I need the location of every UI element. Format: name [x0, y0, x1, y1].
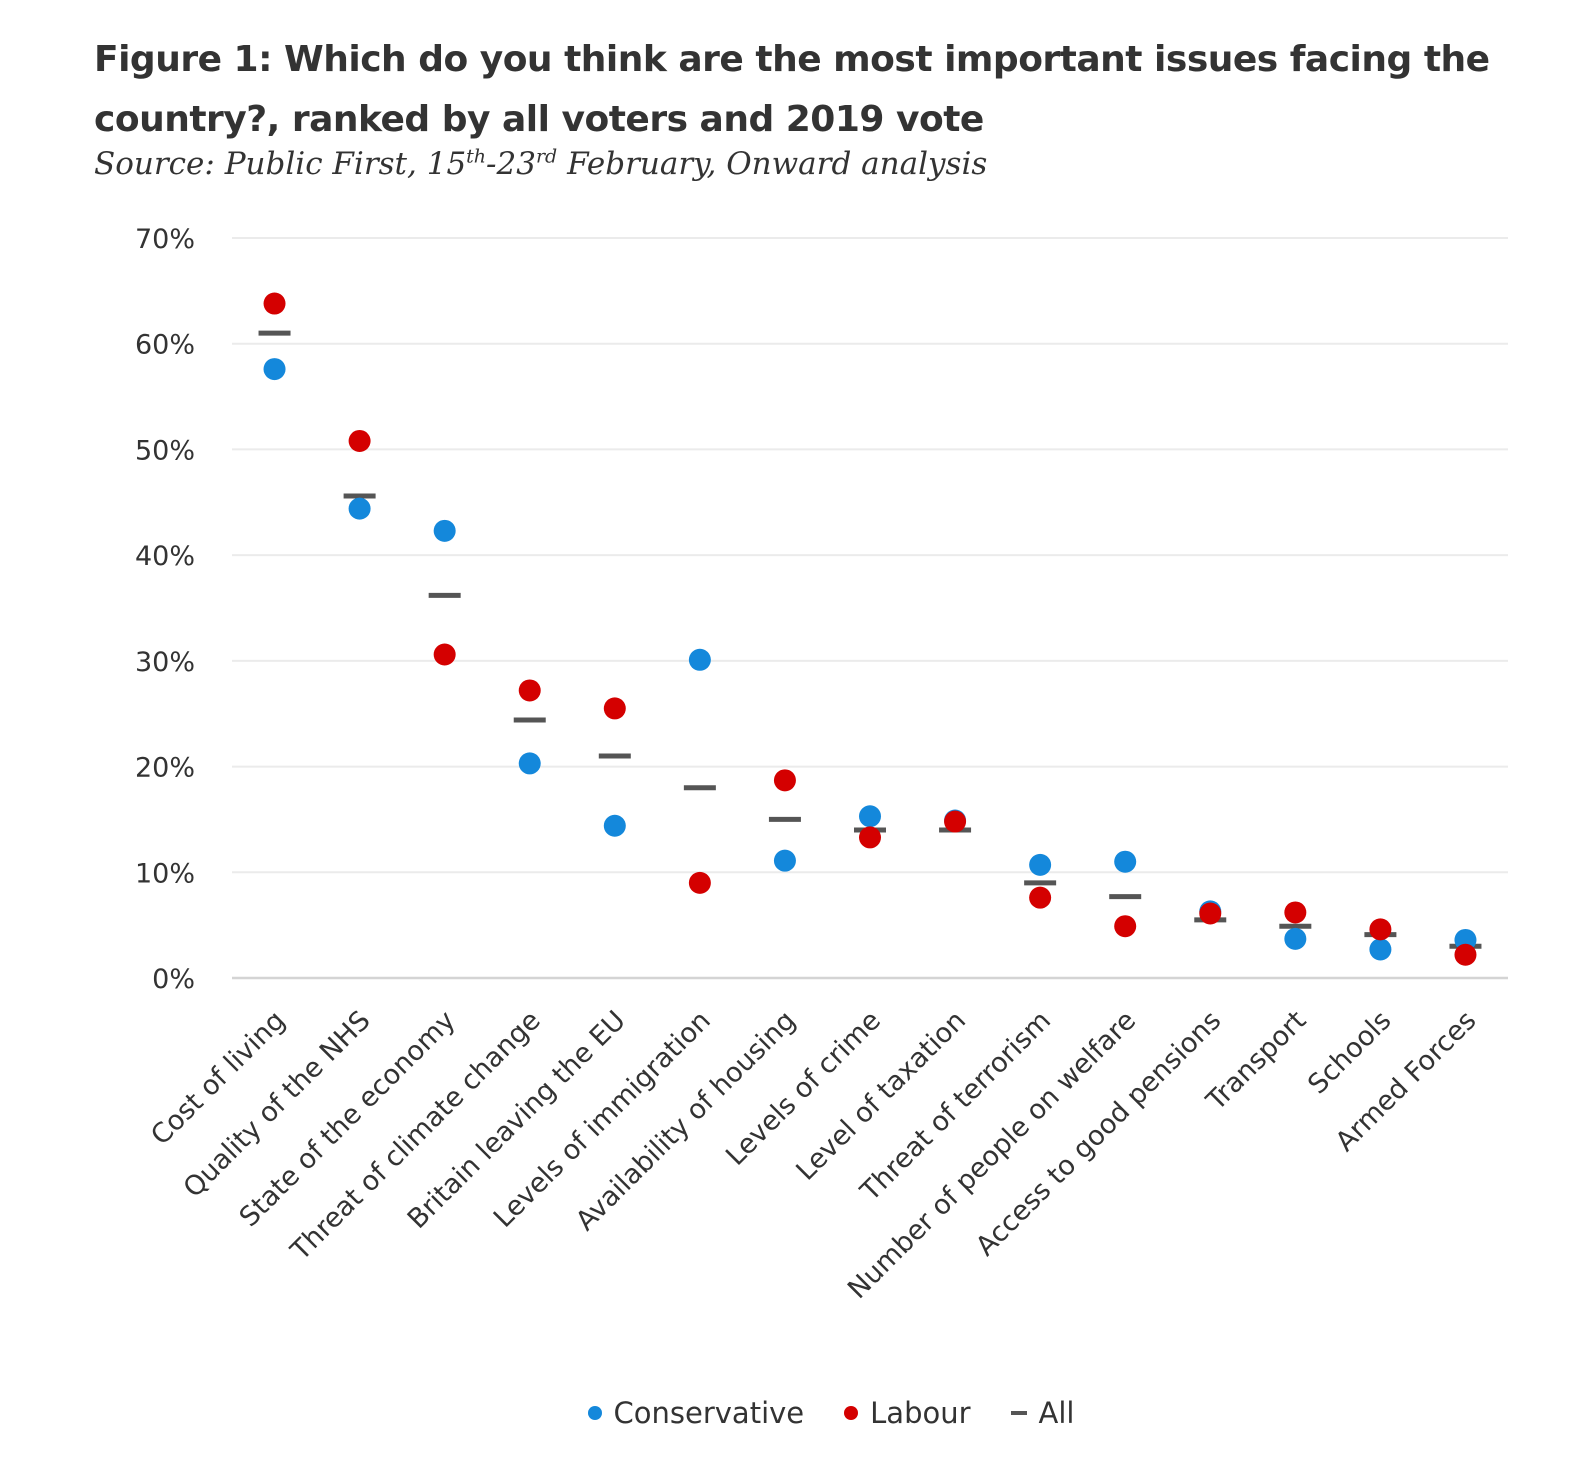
conservative-dot-mark[interactable]	[518, 752, 541, 775]
labour-dot-mark[interactable]	[1114, 915, 1137, 938]
conservative-dot-mark[interactable]	[773, 849, 796, 872]
legend-item-conservative[interactable]: Conservative	[587, 1396, 805, 1430]
legend-label-conservative: Conservative	[613, 1396, 805, 1430]
legend-label-labour: Labour	[870, 1396, 971, 1430]
y-tick-label-70: 70%	[135, 224, 195, 255]
data-marks	[258, 292, 1482, 966]
conservative-dot-mark[interactable]	[1114, 850, 1137, 873]
scatter-chart: 0% 10% 20% 30% 40% 50% 60% 70% Cost of livingQu…	[135, 224, 1508, 1305]
y-axis-tick-labels: 0% 10% 20% 30% 40% 50% 60% 70%	[135, 224, 195, 995]
chart-header: Figure 1: Which do you think are the mos…	[94, 30, 1534, 184]
conservative-dot-mark[interactable]	[1029, 853, 1052, 876]
labour-dot-mark[interactable]	[1199, 902, 1222, 925]
labour-dot-icon	[844, 1406, 859, 1420]
y-tick-label-50: 50%	[135, 435, 195, 466]
source-text-start: Source: Public First, 15	[94, 146, 467, 182]
y-tick-label-20: 20%	[135, 753, 195, 784]
source-sup-th: th	[466, 145, 487, 168]
y-tick-label-40: 40%	[135, 541, 195, 572]
conservative-dot-mark[interactable]	[263, 358, 286, 381]
conservative-dot-icon	[587, 1406, 602, 1420]
legend-item-labour[interactable]: Labour	[844, 1396, 971, 1430]
conservative-dot-mark[interactable]	[348, 497, 371, 520]
y-tick-label-10: 10%	[135, 858, 195, 889]
source-text-mid: -23	[486, 146, 536, 182]
y-tick-label-30: 30%	[135, 647, 195, 678]
labour-dot-mark[interactable]	[1454, 943, 1477, 966]
conservative-dot-mark[interactable]	[603, 814, 626, 837]
labour-dot-mark[interactable]	[944, 810, 967, 833]
labour-dot-mark[interactable]	[348, 429, 371, 452]
chart-legend: Conservative Labour All	[0, 1396, 1572, 1430]
legend-label-all: All	[1038, 1396, 1075, 1430]
labour-dot-mark[interactable]	[433, 643, 456, 666]
gridlines	[232, 237, 1508, 980]
labour-dot-mark[interactable]	[859, 826, 881, 849]
chart-title: Figure 1: Which do you think are the mos…	[94, 39, 1490, 140]
conservative-dot-mark[interactable]	[433, 519, 456, 542]
conservative-dot-mark[interactable]	[859, 805, 881, 828]
conservative-dot-mark[interactable]	[1284, 927, 1307, 950]
labour-dot-mark[interactable]	[603, 697, 626, 720]
legend-item-all[interactable]: All	[1010, 1396, 1075, 1430]
conservative-dot-mark[interactable]	[688, 648, 711, 671]
labour-dot-mark[interactable]	[1284, 901, 1307, 924]
y-tick-label-60: 60%	[135, 330, 195, 361]
labour-dot-mark[interactable]	[773, 769, 796, 792]
source-sup-rd: rd	[535, 145, 558, 168]
labour-dot-mark[interactable]	[1369, 918, 1392, 941]
all-dash-icon	[1010, 1411, 1027, 1415]
chart-source: Source: Public First, 15th-23rd February…	[94, 144, 1534, 184]
labour-dot-mark[interactable]	[688, 871, 711, 894]
series-labour	[263, 292, 1477, 966]
labour-dot-mark[interactable]	[1029, 886, 1052, 909]
labour-dot-mark[interactable]	[518, 679, 541, 702]
x-category-label: Levels of crime	[720, 1005, 887, 1172]
labour-dot-mark[interactable]	[263, 292, 286, 315]
source-text-end: February, Onward analysis	[557, 146, 988, 182]
y-tick-label-0: 0%	[152, 964, 195, 995]
series-all	[258, 330, 1482, 949]
conservative-dot-mark[interactable]	[1369, 938, 1392, 961]
